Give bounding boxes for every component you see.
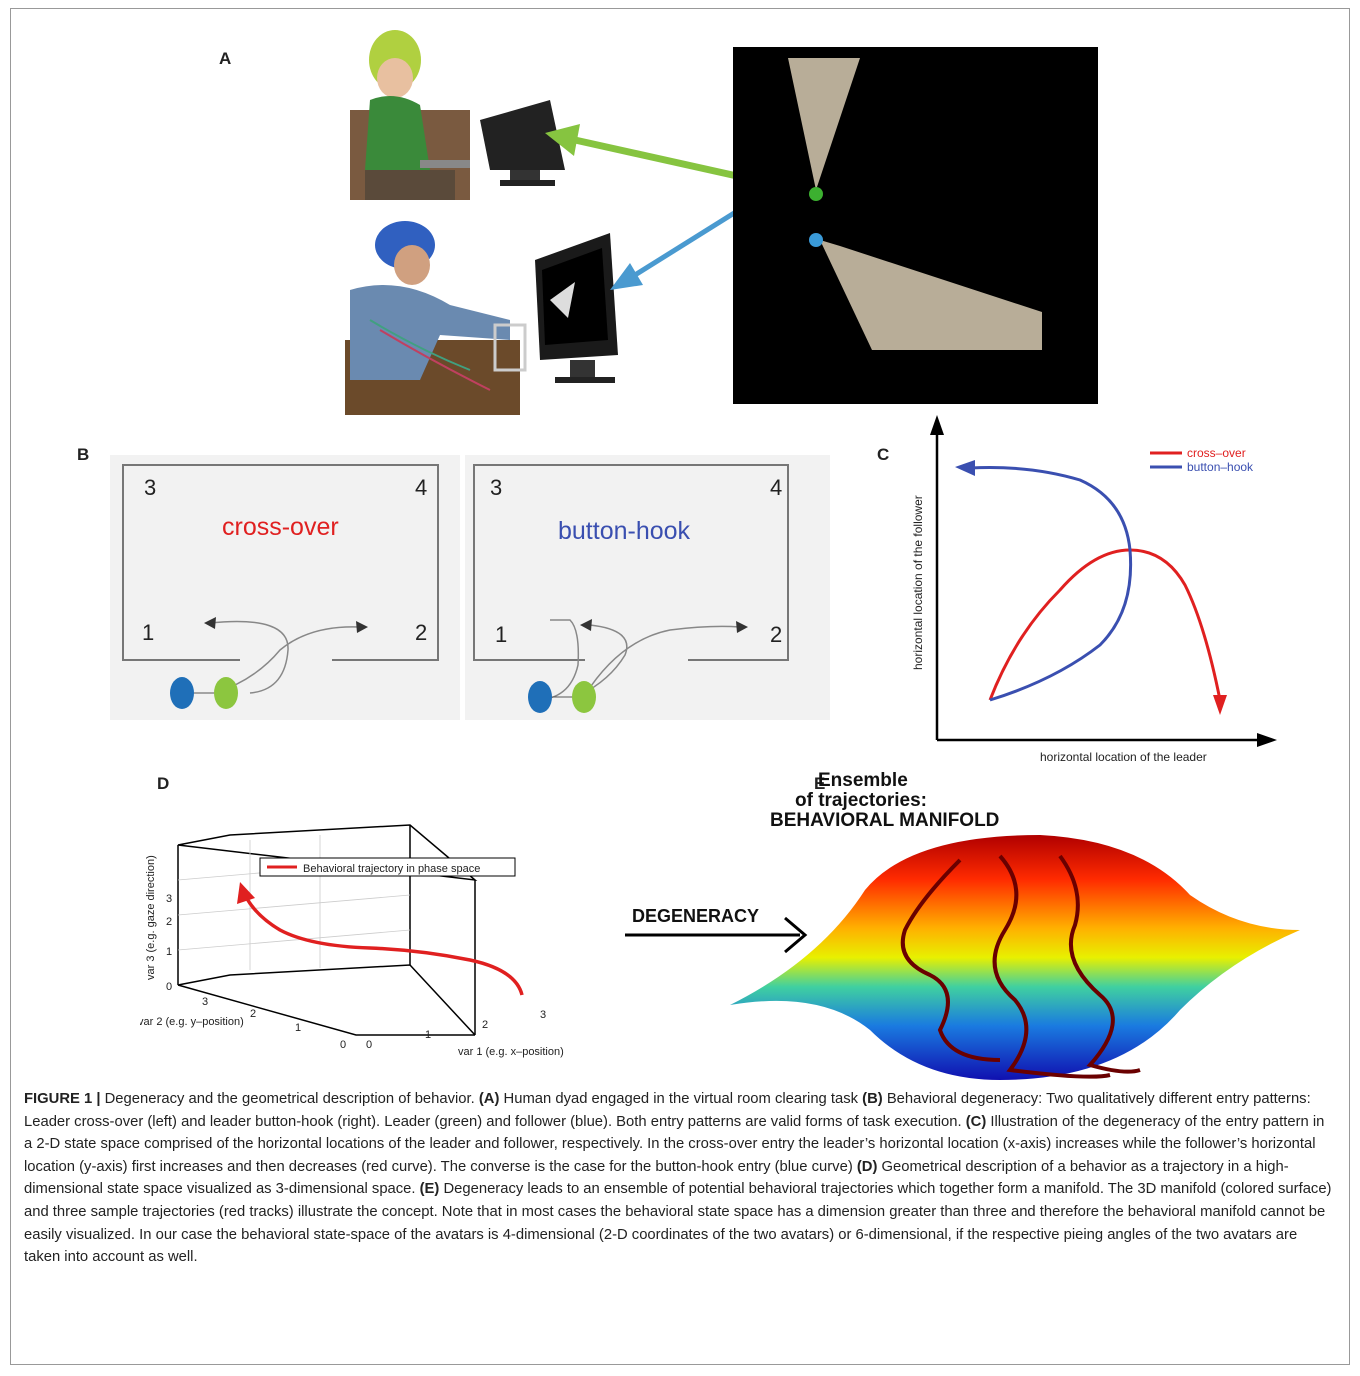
corner-3-right: 3 xyxy=(490,475,502,500)
panel-c-state-space-plot: horizontal location of the leader horizo… xyxy=(911,415,1277,764)
monitor-follower xyxy=(535,233,618,383)
caption-text-1: Human dyad engaged in the virtual room c… xyxy=(499,1091,863,1107)
figure-frame xyxy=(10,8,1350,1365)
panel-label-e: E xyxy=(814,774,826,793)
manifold-trajectories xyxy=(900,854,1141,1079)
corner-2-right: 2 xyxy=(770,622,782,647)
caption-text-0: Degeneracy and the geometrical descripti… xyxy=(100,1091,479,1107)
manifold-surface xyxy=(730,835,1300,1080)
leader-dot-right xyxy=(572,681,596,713)
y-tick-3: 3 xyxy=(202,996,208,1008)
d-legend-box xyxy=(259,857,516,877)
button-hook-curve xyxy=(969,466,1133,702)
room-cross-over xyxy=(122,464,439,709)
follower-dot-right xyxy=(528,681,552,713)
c-xlabel: horizontal location of the leader xyxy=(1040,750,1207,764)
x-tick-2: 2 xyxy=(482,1019,488,1031)
d-ylabel: var 2 (e.g. y–position) xyxy=(140,1016,244,1028)
legend-button-hook: button–hook xyxy=(1187,460,1254,474)
panel-label-b: B xyxy=(77,445,90,464)
button-hook-title: button-hook xyxy=(558,517,691,545)
caption-lead: FIGURE 1 | xyxy=(24,1091,101,1107)
caption-ref-c: (C) xyxy=(965,1113,987,1130)
x-tick-1: 1 xyxy=(425,1029,431,1041)
corner-1-left: 1 xyxy=(142,620,154,645)
leader-dot-left xyxy=(214,677,238,709)
caption-ref-b: (B) xyxy=(862,1091,883,1107)
follower-dot-left xyxy=(170,677,194,709)
corner-4-left: 4 xyxy=(415,475,427,500)
arrow-to-leader-monitor xyxy=(545,124,756,184)
degeneracy-label: DEGENERACY xyxy=(632,906,759,926)
d-zlabel: var 3 (e.g. gaze direction) xyxy=(145,855,157,980)
y-tick-0: 0 xyxy=(340,1039,346,1051)
z-tick-3: 3 xyxy=(166,893,172,905)
corner-4-right: 4 xyxy=(770,475,782,500)
monitor-leader xyxy=(480,100,565,186)
caption-text-5: Degeneracy leads to an ensemble of poten… xyxy=(24,1181,1332,1266)
x-tick-0: 0 xyxy=(366,1039,372,1051)
cross-over-curve xyxy=(988,548,1222,701)
c-legend: cross–over button–hook xyxy=(1150,446,1254,474)
caption-ref-a: (A) xyxy=(478,1091,500,1107)
corner-1-right: 1 xyxy=(495,622,507,647)
c-ylabel: horizontal location of the follower xyxy=(911,495,925,670)
y-tick-2: 2 xyxy=(250,1008,256,1020)
caption-text-4: Geometrical description of a behavior as… xyxy=(24,1158,1289,1198)
d-xlabel: var 1 (e.g. x–position) xyxy=(458,1046,564,1058)
panel-label-a: A xyxy=(219,49,232,68)
caption-ref-e: (E) xyxy=(419,1181,440,1198)
e-title-1: Ensemble xyxy=(818,770,908,791)
z-tick-2: 2 xyxy=(166,916,172,928)
participant-leader-illustration xyxy=(350,30,470,200)
d-trajectory xyxy=(243,894,524,996)
caption-ref-d: (D) xyxy=(856,1158,878,1175)
panel-e-manifold: Ensemble of trajectories: BEHAVIORAL MAN… xyxy=(625,770,1300,1080)
caption-text-3: Illustration of the degeneracy of the en… xyxy=(24,1113,1325,1175)
legend-cross-over: cross–over xyxy=(1187,446,1246,460)
participant-follower-illustration xyxy=(345,221,527,415)
y-tick-1: 1 xyxy=(295,1022,301,1034)
panel-d-phase-space-plot: Behavioral trajectory in phase space 0 1… xyxy=(140,824,564,1058)
corner-3-left: 3 xyxy=(144,475,156,500)
caption-text-2: Behavioral degeneracy: Two qualitatively… xyxy=(24,1091,1311,1130)
corner-2-left: 2 xyxy=(415,620,427,645)
figure-caption: FIGURE 1 | Degeneracy and the geometrica… xyxy=(24,1088,1334,1269)
z-tick-1: 1 xyxy=(166,946,172,958)
panel-a-illustration xyxy=(345,30,1098,415)
cross-over-title: cross-over xyxy=(222,513,339,541)
e-title-2: of trajectories: xyxy=(795,790,927,811)
virtual-room-display xyxy=(733,47,1098,404)
panel-label-c: C xyxy=(877,445,890,464)
d-legend-text: Behavioral trajectory in phase space xyxy=(303,863,480,875)
x-tick-3: 3 xyxy=(540,1009,546,1021)
panel-b-entry-patterns: 3 4 1 2 cross-over 3 4 1 2 button-hook xyxy=(110,455,830,720)
panel-label-d: D xyxy=(157,774,170,793)
z-tick-0: 0 xyxy=(166,981,172,993)
d-box xyxy=(177,824,478,1036)
e-title-3: BEHAVIORAL MANIFOLD xyxy=(770,810,999,831)
room-button-hook xyxy=(473,464,789,713)
